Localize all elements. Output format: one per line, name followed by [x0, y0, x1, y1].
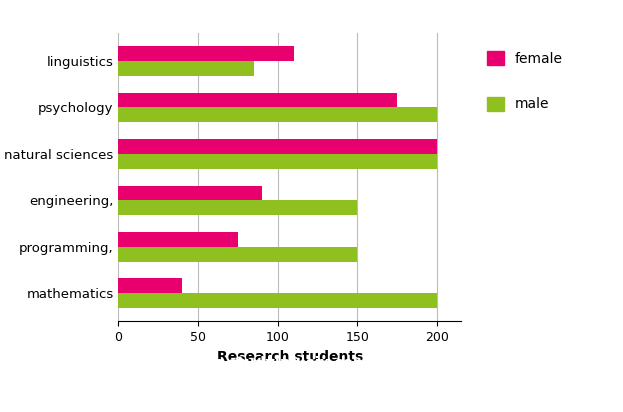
- Bar: [118, 108, 437, 122]
- Bar: [118, 200, 358, 215]
- Bar: [118, 247, 358, 262]
- Bar: [118, 93, 397, 108]
- Bar: [118, 139, 437, 154]
- Bar: [118, 61, 254, 76]
- Bar: [118, 293, 437, 308]
- Bar: [118, 232, 238, 247]
- Bar: [118, 279, 182, 293]
- Legend: female, male: female, male: [482, 46, 569, 117]
- Bar: [118, 154, 437, 169]
- Bar: [118, 46, 293, 61]
- Bar: [118, 185, 262, 200]
- Text: Research students studying six computer science subjects
at a US university in 2: Research students studying six computer …: [69, 356, 554, 394]
- X-axis label: Research students: Research students: [217, 350, 363, 364]
